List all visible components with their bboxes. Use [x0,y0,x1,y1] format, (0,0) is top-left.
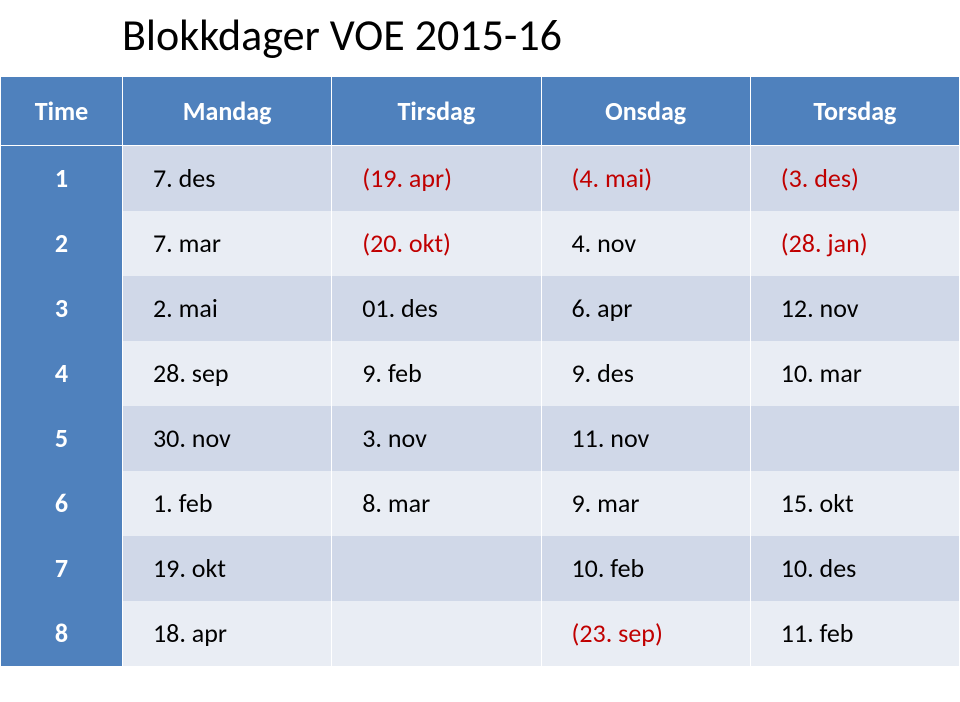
data-cell: 4. nov [541,211,750,276]
data-cell: (23. sep) [541,601,750,666]
data-cell: 9. feb [332,341,541,406]
data-cell: 19. okt [123,536,332,601]
data-cell: 01. des [332,276,541,341]
col-header-onsdag: Onsdag [541,77,750,146]
col-header-mandag: Mandag [123,77,332,146]
data-cell [332,536,541,601]
data-cell: (20. okt) [332,211,541,276]
table-row: 17. des(19. apr)(4. mai)(3. des) [1,146,960,212]
time-cell: 3 [1,276,123,341]
data-cell: (19. apr) [332,146,541,212]
col-header-torsdag: Torsdag [750,77,959,146]
col-header-time: Time [1,77,123,146]
data-cell: 1. feb [123,471,332,536]
data-cell: 11. nov [541,406,750,471]
time-cell: 1 [1,146,123,212]
table-row: 719. okt 10. feb10. des [1,536,960,601]
data-cell: 12. nov [750,276,959,341]
data-cell: 10. des [750,536,959,601]
data-cell: 28. sep [123,341,332,406]
data-cell: 15. okt [750,471,959,536]
table-row: 428. sep9. feb9. des10. mar [1,341,960,406]
table-header-row: Time Mandag Tirsdag Onsdag Torsdag [1,77,960,146]
time-cell: 6 [1,471,123,536]
data-cell: 7. des [123,146,332,212]
data-cell: 11. feb [750,601,959,666]
time-cell: 5 [1,406,123,471]
data-cell: (3. des) [750,146,959,212]
data-cell: 10. feb [541,536,750,601]
time-cell: 7 [1,536,123,601]
data-cell: 10. mar [750,341,959,406]
table-row: 32. mai01. des6. apr12. nov [1,276,960,341]
table-row: 530. nov3. nov11. nov [1,406,960,471]
table-row: 27. mar(20. okt)4. nov(28. jan) [1,211,960,276]
data-cell: 6. apr [541,276,750,341]
data-cell: (28. jan) [750,211,959,276]
table-row: 818. apr (23. sep)11. feb [1,601,960,666]
page-title: Blokkdager VOE 2015-16 [0,0,960,76]
time-cell: 4 [1,341,123,406]
data-cell: 9. des [541,341,750,406]
data-cell: 2. mai [123,276,332,341]
col-header-tirsdag: Tirsdag [332,77,541,146]
data-cell [750,406,959,471]
schedule-table: Time Mandag Tirsdag Onsdag Torsdag 17. d… [0,76,960,666]
data-cell: 7. mar [123,211,332,276]
time-cell: 8 [1,601,123,666]
data-cell: 18. apr [123,601,332,666]
data-cell: 30. nov [123,406,332,471]
data-cell [332,601,541,666]
page: Blokkdager VOE 2015-16 Time Mandag Tirsd… [0,0,960,702]
time-cell: 2 [1,211,123,276]
data-cell: (4. mai) [541,146,750,212]
table-row: 61. feb8. mar9. mar15. okt [1,471,960,536]
data-cell: 9. mar [541,471,750,536]
data-cell: 8. mar [332,471,541,536]
data-cell: 3. nov [332,406,541,471]
